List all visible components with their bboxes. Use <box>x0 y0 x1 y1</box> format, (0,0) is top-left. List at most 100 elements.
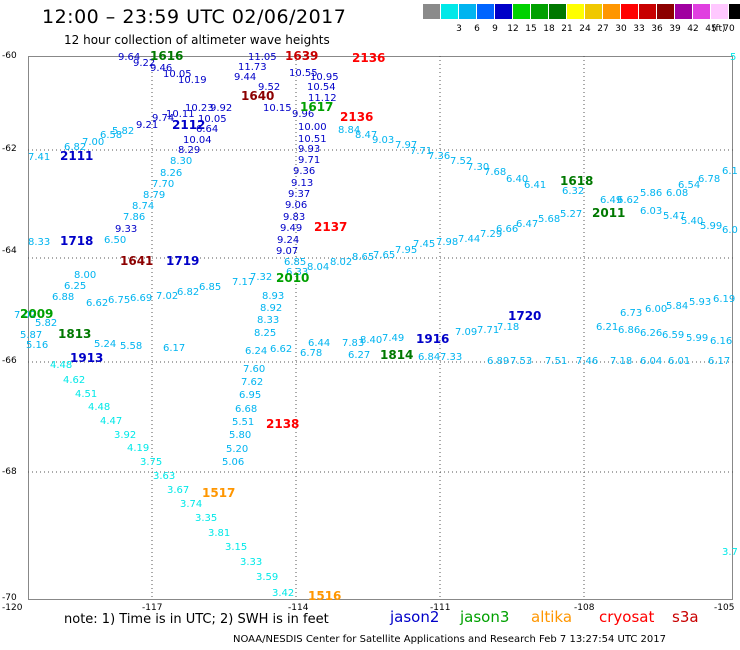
wave-height-label: 9.37 <box>288 189 310 200</box>
wave-height-label: 5.93 <box>689 297 711 308</box>
lat-label: -64 <box>2 246 17 256</box>
wave-height-label: 7.33 <box>440 352 462 363</box>
wave-height-label: 6.16 <box>710 336 732 347</box>
wave-height-label: 9.71 <box>298 155 320 166</box>
wave-height-label: 6.84 <box>418 352 440 363</box>
wave-height-label: 9.93 <box>298 144 320 155</box>
wave-height-label: 7.36 <box>428 151 450 162</box>
wave-height-label: 6.54 <box>678 180 700 191</box>
wave-height-label: 3.59 <box>256 572 278 583</box>
wave-height-label: 7.86 <box>123 212 145 223</box>
wave-height-label: 8.40 <box>360 335 382 346</box>
wave-height-label: 6.82 <box>64 142 86 153</box>
lon-label: -114 <box>288 603 309 613</box>
scale-swatch <box>513 4 531 19</box>
wave-height-label: 3.35 <box>195 513 217 524</box>
wave-height-label: 5.99 <box>700 221 722 232</box>
wave-height-label: 7.02 <box>156 291 178 302</box>
wave-height-label: 9.74 <box>152 113 174 124</box>
scale-label: 3 <box>456 24 462 34</box>
wave-height-label: 8.02 <box>330 257 352 268</box>
wave-height-label: 6.66 <box>496 224 518 235</box>
wave-height-label: 7.95 <box>395 245 417 256</box>
scale-swatch <box>477 4 495 19</box>
wave-height-label: 7.09 <box>455 327 477 338</box>
scale-swatch <box>567 4 585 19</box>
wave-height-label: 10.95 <box>310 72 339 83</box>
wave-height-label: 9.13 <box>291 178 313 189</box>
pass-time-label: 1641 <box>120 254 153 268</box>
map-title: 12:00 – 23:59 UTC 02/06/2017 <box>42 6 347 28</box>
scale-label: 42 <box>687 24 699 34</box>
wave-height-label: 8.92 <box>260 303 282 314</box>
legend-cryosat: cryosat <box>599 608 655 626</box>
wave-height-label: 7.18 <box>610 356 632 367</box>
wave-height-label: 9.52 <box>258 82 280 93</box>
wave-height-label: 6.75 <box>108 295 130 306</box>
wave-height-label: 8.79 <box>143 190 165 201</box>
wave-height-label: 5.80 <box>229 430 251 441</box>
wave-height-label: 8.00 <box>74 270 96 281</box>
wave-height-label: 8.26 <box>160 168 182 179</box>
wave-height-label: 6.27 <box>348 350 370 361</box>
legend-s3a: s3a <box>672 608 699 626</box>
wave-height-label: 11.05 <box>248 52 277 63</box>
scale-label: 24 <box>579 24 591 34</box>
wave-height-label: 7.44 <box>458 234 480 245</box>
wave-height-label: 6.88 <box>52 292 74 303</box>
wave-height-label: 6.73 <box>620 308 642 319</box>
pass-time-label: 1720 <box>508 309 541 323</box>
pass-time-label: 1618 <box>560 174 593 188</box>
wave-height-label: 6.62 <box>270 344 292 355</box>
wave-height-label: 4.47 <box>100 416 122 427</box>
wave-height-label: 5.27 <box>560 209 582 220</box>
wave-height-label: 5.99 <box>686 333 708 344</box>
wave-height-label: 6.78 <box>698 174 720 185</box>
wave-height-label: 6.33 <box>286 267 308 278</box>
wave-height-label: 6.59 <box>662 330 684 341</box>
lon-label: -120 <box>2 603 23 613</box>
wave-height-label: 9.07 <box>276 246 298 257</box>
wave-height-label: 10.23 <box>185 103 214 114</box>
wave-height-label: 3.15 <box>225 542 247 553</box>
wave-height-label: 7.97 <box>395 140 417 151</box>
scale-swatch <box>531 4 549 19</box>
wave-height-label: 7.00 <box>82 137 104 148</box>
wave-height-label: 6.40 <box>506 174 528 185</box>
wave-height-label: 7.71 <box>410 146 432 157</box>
scale-label: 30 <box>615 24 627 34</box>
scale-swatch <box>675 4 693 19</box>
pass-time-label: 2009 <box>20 307 53 321</box>
wave-height-label: 7.45 <box>413 239 435 250</box>
wave-height-label: 4.19 <box>127 443 149 454</box>
wave-height-label: 6.24 <box>245 346 267 357</box>
wave-height-label: 5.82 <box>112 126 134 137</box>
wave-height-label: 6.03 <box>640 206 662 217</box>
pass-time-label: 2136 <box>352 51 385 65</box>
scale-swatch <box>711 4 729 19</box>
wave-height-label: 6.21 <box>596 322 618 333</box>
lon-label: -108 <box>574 603 595 613</box>
wave-height-label: 6.64 <box>196 124 218 135</box>
wave-height-label: 9.92 <box>210 103 232 114</box>
wave-height-label: 9.44 <box>234 72 256 83</box>
wave-height-label: 7.51 <box>545 356 567 367</box>
pass-time-label: 1616 <box>150 49 183 63</box>
scale-swatch <box>441 4 459 19</box>
wave-height-label: 3.74 <box>180 499 202 510</box>
wave-height-label: 8.93 <box>262 291 284 302</box>
wave-height-label: 6.32 <box>562 186 584 197</box>
wave-height-label: 5.06 <box>222 457 244 468</box>
wave-height-label: 6.00 <box>645 304 667 315</box>
credit-line: NOAA/NESDIS Center for Satellite Applica… <box>233 634 666 645</box>
pass-time-label: 1718 <box>60 234 93 248</box>
wave-height-label: 7.83 <box>342 338 364 349</box>
map-plot-area <box>28 56 733 600</box>
wave-height-label: 6.50 <box>104 235 126 246</box>
wave-height-label: 8.65 <box>352 252 374 263</box>
scale-swatch <box>693 4 711 19</box>
wave-height-label: 10.19 <box>178 75 207 86</box>
pass-time-label: 1719 <box>166 254 199 268</box>
wave-height-label: 5.40 <box>681 216 703 227</box>
